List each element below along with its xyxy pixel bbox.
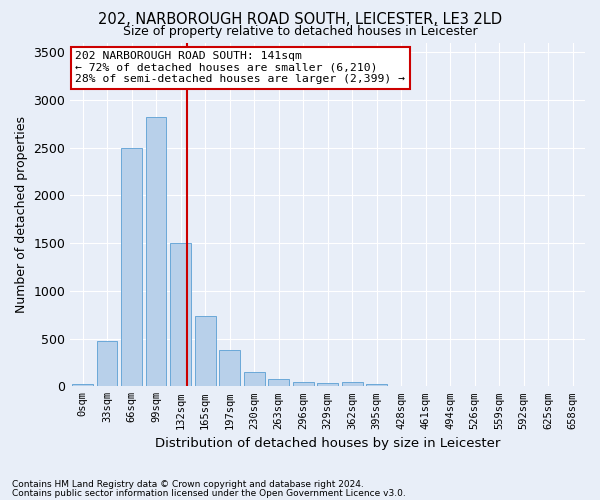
- Bar: [219, 350, 240, 387]
- Bar: [97, 342, 118, 386]
- Bar: [121, 148, 142, 386]
- Bar: [72, 384, 93, 386]
- Text: 202, NARBOROUGH ROAD SOUTH, LEICESTER, LE3 2LD: 202, NARBOROUGH ROAD SOUTH, LEICESTER, L…: [98, 12, 502, 28]
- Text: 202 NARBOROUGH ROAD SOUTH: 141sqm
← 72% of detached houses are smaller (6,210)
2: 202 NARBOROUGH ROAD SOUTH: 141sqm ← 72% …: [76, 51, 406, 84]
- Text: Contains HM Land Registry data © Crown copyright and database right 2024.: Contains HM Land Registry data © Crown c…: [12, 480, 364, 489]
- X-axis label: Distribution of detached houses by size in Leicester: Distribution of detached houses by size …: [155, 437, 500, 450]
- Bar: [146, 116, 166, 386]
- Bar: [170, 243, 191, 386]
- Text: Contains public sector information licensed under the Open Government Licence v3: Contains public sector information licen…: [12, 488, 406, 498]
- Bar: [268, 378, 289, 386]
- Bar: [244, 372, 265, 386]
- Bar: [342, 382, 362, 386]
- Text: Size of property relative to detached houses in Leicester: Size of property relative to detached ho…: [122, 25, 478, 38]
- Bar: [293, 382, 314, 386]
- Bar: [194, 316, 215, 386]
- Y-axis label: Number of detached properties: Number of detached properties: [15, 116, 28, 313]
- Bar: [317, 384, 338, 386]
- Bar: [366, 384, 387, 386]
